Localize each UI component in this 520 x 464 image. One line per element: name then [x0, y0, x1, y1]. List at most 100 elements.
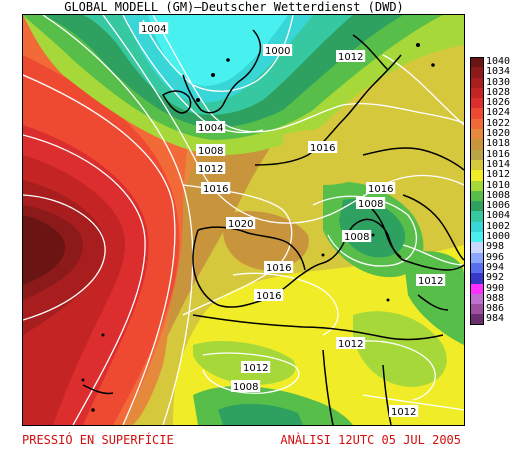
legend-label: 998	[486, 241, 505, 253]
legend-swatch	[470, 283, 484, 294]
svg-text:1020: 1020	[228, 219, 253, 230]
isobar-label: 1008	[342, 230, 372, 243]
legend-row: 1012	[470, 169, 518, 181]
legend-row: 986	[470, 303, 518, 315]
legend-label: 992	[486, 272, 505, 284]
legend-swatch	[470, 77, 484, 88]
isobar-label: 1004	[139, 22, 169, 35]
legend-row: 984	[470, 313, 518, 325]
svg-text:1016: 1016	[203, 184, 228, 195]
legend-row: 1026	[470, 97, 518, 109]
legend-row: 1040	[470, 56, 518, 68]
legend-swatch	[470, 273, 484, 284]
legend-swatch	[470, 118, 484, 130]
svg-text:1008: 1008	[198, 146, 223, 157]
legend-swatch	[470, 252, 484, 263]
legend-swatch	[470, 149, 484, 160]
legend-swatch	[470, 190, 484, 202]
legend-swatch	[470, 242, 484, 253]
isobar-label: 1020	[226, 217, 256, 230]
legend-label: 1018	[486, 138, 511, 150]
legend-row: 1010	[470, 179, 518, 191]
legend-label: 996	[486, 251, 505, 263]
isobar-label: 1016	[201, 182, 231, 195]
svg-text:1004: 1004	[141, 24, 166, 35]
legend-label: 984	[486, 313, 505, 325]
svg-text:1016: 1016	[256, 291, 281, 302]
legend-row: 990	[470, 282, 518, 294]
isobar-label: 1000	[263, 44, 293, 57]
legend-swatch	[470, 170, 484, 181]
isobar-label: 1008	[356, 197, 386, 210]
legend-row: 1024	[470, 107, 518, 119]
legend-label: 1016	[486, 148, 511, 160]
legend-label: 1024	[486, 107, 511, 119]
legend-label: 1002	[486, 220, 511, 232]
svg-text:1000: 1000	[265, 46, 290, 57]
svg-text:1016: 1016	[310, 143, 335, 154]
legend-swatch	[470, 232, 484, 243]
svg-text:1004: 1004	[198, 123, 223, 134]
legend-row: 1006	[470, 200, 518, 212]
legend-label: 994	[486, 261, 505, 273]
isobar-label: 1016	[366, 182, 396, 195]
svg-text:1012: 1012	[391, 407, 416, 418]
legend-swatch	[470, 293, 484, 305]
product-label: PRESSIÓ EN SUPERFÍCIE	[22, 433, 174, 447]
map-title: GLOBAL MODELL (GM)—Deutscher Wetterdiens…	[64, 0, 404, 14]
legend-swatch	[470, 129, 484, 140]
isobar-labels: 1004 1000 1012 1004 1008 1016 1012 1016 1016 1008…	[139, 22, 446, 418]
coastlines	[82, 29, 464, 425]
legend-row: 992	[470, 272, 518, 284]
legend-swatch	[470, 180, 484, 191]
legend-row: 1028	[470, 87, 518, 99]
legend-swatch	[470, 201, 484, 212]
legend-swatch	[470, 262, 484, 274]
legend-label: 1006	[486, 200, 511, 212]
legend-swatch	[470, 98, 484, 109]
svg-text:1012: 1012	[243, 363, 268, 374]
legend-label: 1030	[486, 76, 511, 88]
legend-label: 1012	[486, 169, 511, 181]
svg-text:1012: 1012	[198, 164, 223, 175]
legend-swatch	[470, 221, 484, 233]
isobar-label: 1016	[254, 289, 284, 302]
legend-row: 1016	[470, 148, 518, 160]
isobar-label: 1012	[241, 361, 271, 374]
legend-label: 1034	[486, 66, 511, 78]
legend-row: 998	[470, 241, 518, 253]
legend-swatch	[470, 67, 484, 78]
isobar-label: 1008	[231, 380, 261, 393]
legend-label: 986	[486, 303, 505, 315]
isobars	[23, 15, 464, 425]
legend-swatch	[470, 314, 484, 325]
legend-row: 1022	[470, 117, 518, 130]
legend-label: 1004	[486, 210, 511, 222]
isobar-label: 1012	[416, 274, 446, 287]
legend-swatch	[470, 87, 484, 99]
svg-text:1012: 1012	[418, 276, 443, 287]
analysis-time: ANÀLISI 12UTC 05 JUL 2005	[280, 433, 461, 447]
svg-text:1012: 1012	[338, 339, 363, 350]
legend-label: 990	[486, 282, 505, 294]
legend-row: 1008	[470, 189, 518, 202]
legend-row: 1034	[470, 66, 518, 78]
legend-swatch	[470, 57, 484, 68]
legend-row: 1004	[470, 210, 518, 222]
legend-label: 988	[486, 292, 505, 304]
isobar-label: 1012	[336, 50, 366, 63]
legend-row: 1000	[470, 231, 518, 243]
legend-row: 988	[470, 292, 518, 305]
legend-row: 996	[470, 251, 518, 263]
legend-row: 1018	[470, 138, 518, 150]
legend-label: 1000	[486, 231, 511, 243]
legend-label: 1022	[486, 117, 511, 129]
legend-swatch	[470, 139, 484, 150]
legend-label: 1008	[486, 189, 511, 201]
isobar-label: 1012	[196, 162, 226, 175]
pressure-field: 1004 1000 1012 1004 1008 1016 1012 1016 1016 1008…	[23, 15, 464, 425]
legend-row: 994	[470, 261, 518, 274]
legend-label: 1014	[486, 158, 511, 170]
legend-label: 1010	[486, 179, 511, 191]
svg-text:1008: 1008	[344, 232, 369, 243]
